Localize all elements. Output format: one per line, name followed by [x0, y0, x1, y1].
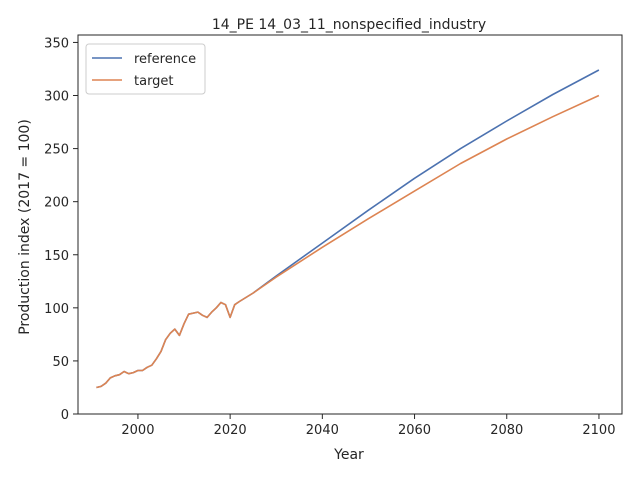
x-tick-label: 2000: [121, 423, 154, 438]
x-axis-label: Year: [333, 447, 364, 463]
x-tick-label: 2100: [582, 423, 615, 438]
legend: reference target: [85, 43, 206, 95]
x-tick-label: 2060: [398, 423, 431, 438]
legend-label-reference: reference: [134, 52, 196, 67]
x-tick-label: 2020: [214, 423, 247, 438]
plot-area: 2000 2020 2040 2060 2080 2100 0 50 100 150 200 250 3…: [44, 34, 623, 438]
plot-frame: [77, 34, 623, 415]
y-tick-label: 250: [44, 143, 69, 158]
chart-title: 14_PE 14_03_11_nonspecified_industry: [212, 17, 486, 33]
y-tick-label: 100: [44, 302, 69, 317]
x-tick-label: 2080: [490, 423, 523, 438]
legend-label-target: target: [134, 74, 174, 89]
x-tick-label: 2040: [306, 423, 339, 438]
y-tick-label: 350: [44, 36, 69, 51]
y-tick-label: 300: [44, 90, 69, 105]
y-tick-label: 0: [61, 408, 69, 423]
y-tick-label: 200: [44, 196, 69, 211]
y-axis-label: Production index (2017 = 100): [17, 119, 33, 335]
legend-box: [85, 43, 206, 95]
y-tick-label: 50: [52, 355, 69, 370]
series-line-target: [96, 94, 600, 389]
y-tick-label: 150: [44, 249, 69, 264]
series-line-reference: [96, 69, 600, 389]
